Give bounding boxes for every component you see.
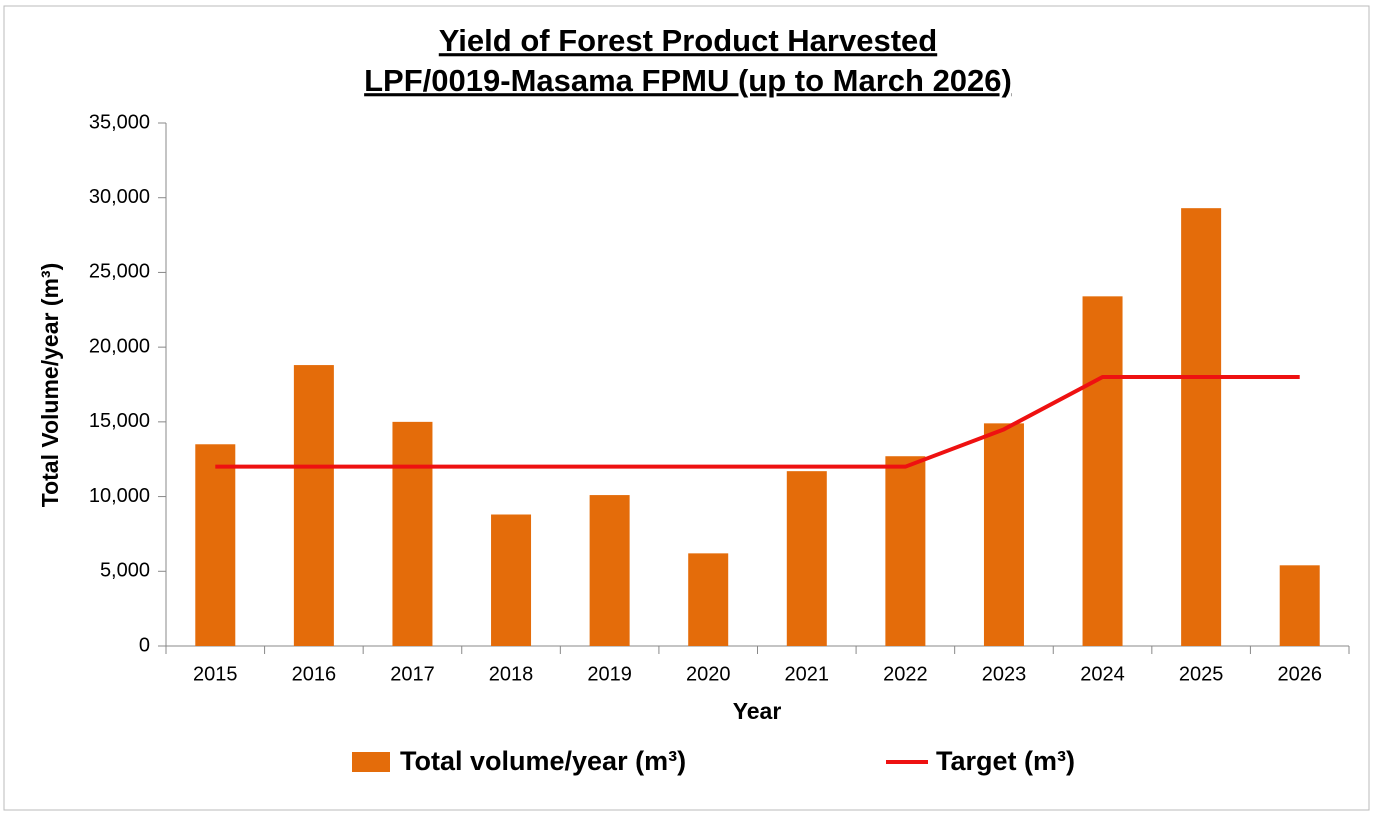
x-tick-label: 2017 xyxy=(390,663,435,685)
x-tick-label: 2021 xyxy=(785,663,830,685)
x-tick-label: 2025 xyxy=(1179,663,1224,685)
bar xyxy=(786,471,827,646)
x-tick-label: 2018 xyxy=(489,663,534,685)
y-tick-label: 35,000 xyxy=(89,111,150,133)
bar xyxy=(293,365,334,646)
bar xyxy=(688,553,729,646)
x-tick-label: 2026 xyxy=(1277,663,1322,685)
x-tick-label: 2022 xyxy=(883,663,928,685)
x-tick-label: 2024 xyxy=(1080,663,1125,685)
x-axis-title: Year xyxy=(733,698,782,724)
bar xyxy=(1279,565,1320,646)
bar xyxy=(491,514,532,646)
y-tick-label: 0 xyxy=(139,634,150,656)
bar xyxy=(392,421,433,646)
y-tick-label: 30,000 xyxy=(89,186,150,208)
y-tick-label: 5,000 xyxy=(100,560,150,582)
chart-title: Yield of Forest Product Harvested xyxy=(439,23,937,58)
legend-label: Target (m³) xyxy=(936,746,1075,776)
chart-subtitle: LPF/0019-Masama FPMU (up to March 2026) xyxy=(364,63,1012,98)
x-tick-label: 2015 xyxy=(193,663,238,685)
x-tick-label: 2019 xyxy=(587,663,632,685)
bar xyxy=(195,444,236,646)
x-tick-label: 2023 xyxy=(982,663,1027,685)
bar xyxy=(589,495,630,646)
bar xyxy=(1082,296,1123,646)
y-axis-title: Total Volume/year (m³) xyxy=(37,263,63,508)
bar xyxy=(885,456,926,646)
y-tick-label: 25,000 xyxy=(89,261,150,283)
y-tick-label: 15,000 xyxy=(89,410,150,432)
legend-label: Total volume/year (m³) xyxy=(400,746,686,776)
bar xyxy=(1181,208,1222,646)
x-tick-label: 2016 xyxy=(292,663,337,685)
y-tick-label: 20,000 xyxy=(89,335,150,357)
chart-frame xyxy=(3,5,1370,811)
line xyxy=(215,375,1300,469)
x-tick-label: 2020 xyxy=(686,663,731,685)
y-tick-label: 10,000 xyxy=(89,485,150,507)
bar xyxy=(983,423,1024,646)
legend-swatch xyxy=(352,752,390,772)
